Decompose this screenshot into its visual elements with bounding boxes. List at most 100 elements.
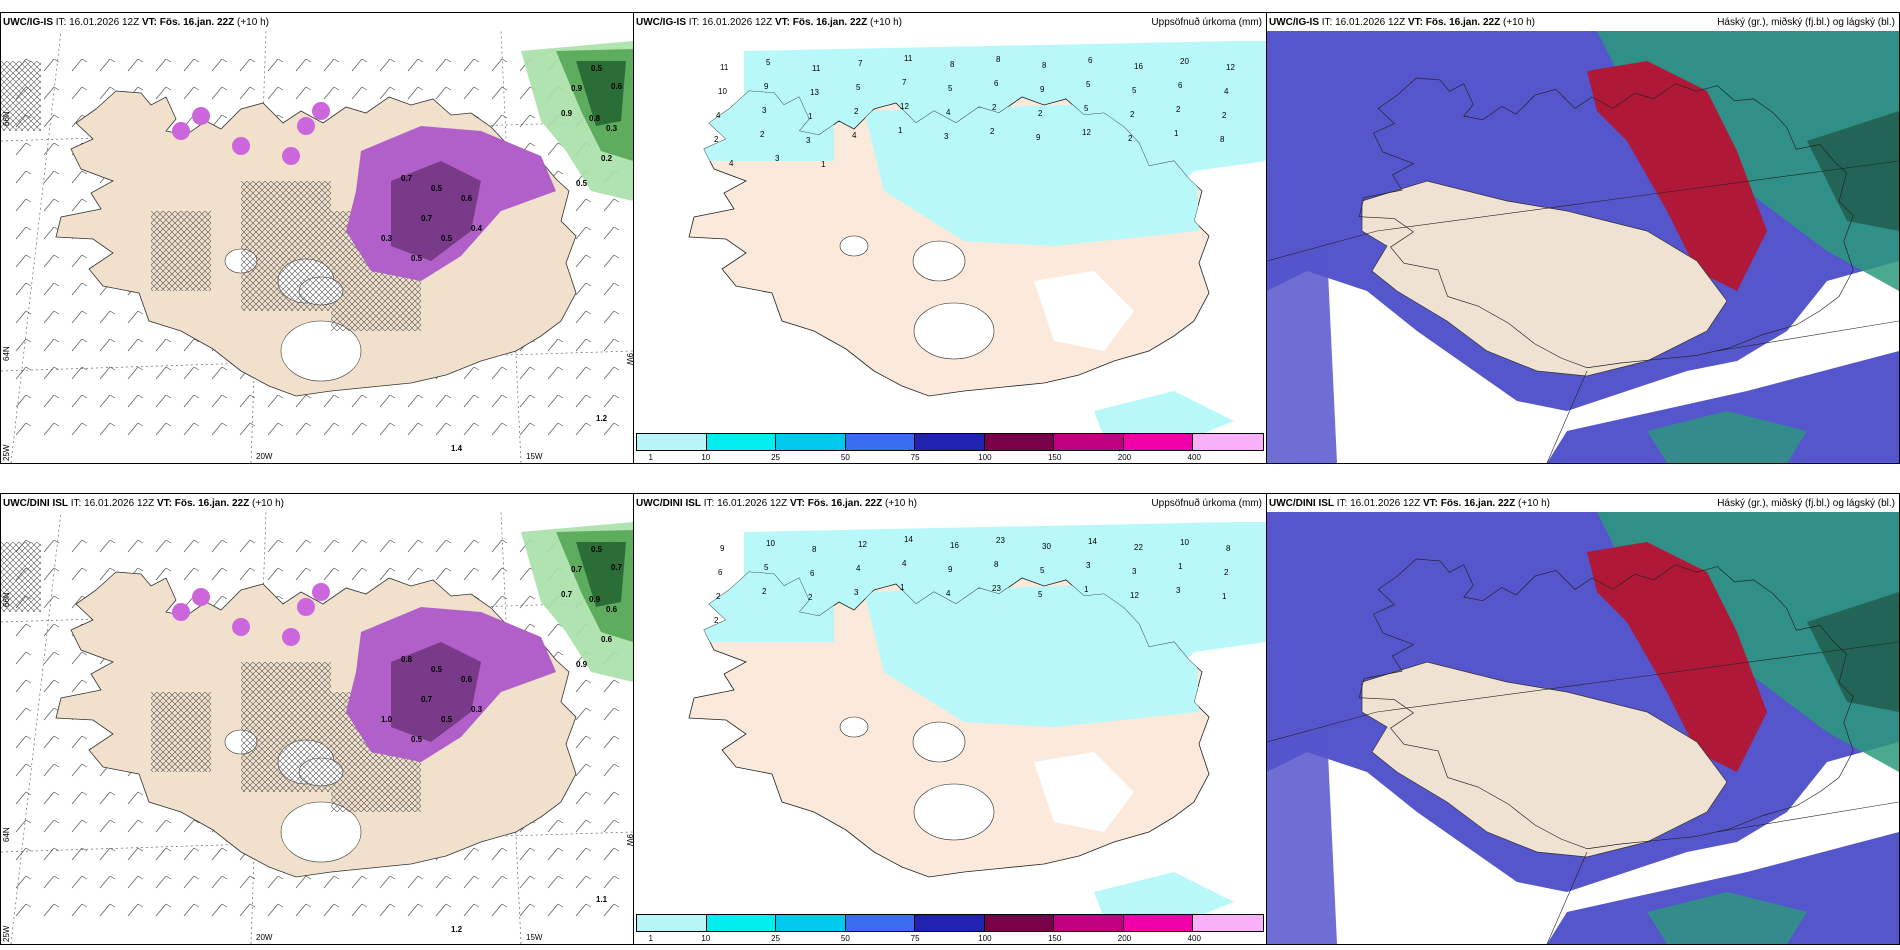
precip-value-label: 23 — [996, 536, 1005, 545]
snow-value-label: 0.6 — [461, 675, 473, 684]
wind-barb — [183, 366, 200, 380]
wind-barb — [295, 539, 312, 553]
precip-value-label: 4 — [716, 111, 721, 120]
snow-value-label: 0.5 — [431, 184, 443, 193]
wind-barb — [15, 763, 32, 777]
wind-barb — [155, 366, 172, 380]
wind-barb — [127, 310, 144, 324]
wind-barb — [71, 819, 88, 833]
wind-barb — [491, 875, 508, 889]
wind-barb — [547, 394, 564, 408]
wind-barb — [267, 875, 284, 889]
cloud-map — [1267, 31, 1899, 463]
wind-barb — [463, 58, 480, 72]
panel-cloud-dini: UWC/DINI ISL IT: 16.01.2026 12Z VT: Fös.… — [1266, 493, 1900, 945]
colorbar-swatch — [706, 915, 777, 931]
wind-barb — [43, 58, 60, 72]
colorbar-tick-label: 10 — [701, 453, 711, 462]
wind-barb — [351, 394, 368, 408]
precip-value-label: 2 — [1176, 105, 1181, 114]
wind-barb — [71, 679, 88, 693]
colorbar-tick-label: 150 — [1047, 934, 1062, 943]
colorbar-tick-label: 1 — [648, 934, 653, 943]
panel-title: Háský (gr.), miðský (fj.bl.) og lágský (… — [1717, 498, 1895, 509]
wind-barb — [99, 338, 116, 352]
precip-value-label: 3 — [944, 132, 949, 141]
snow-value-label: 0.6 — [606, 605, 618, 614]
wind-barb — [71, 310, 88, 324]
colorbar-swatch — [845, 915, 916, 931]
colorbar-tick-label: 400 — [1187, 453, 1201, 462]
wind-barb — [295, 58, 312, 72]
snow-wind-map: 0.5 0.9 0.6 0.8 0.9 0.3 0.2 0.5 0.7 0.5 0.6 0.7 0.5 0… — [1, 31, 633, 463]
snow-value-label: 1.1 — [596, 895, 608, 904]
precip-value-label: 2 — [714, 135, 719, 144]
wind-barb — [463, 422, 480, 436]
wind-barb — [211, 422, 228, 436]
wind-barb — [379, 86, 396, 100]
precip-value-label: 1 — [808, 112, 813, 121]
precip-value-label: 7 — [902, 78, 907, 87]
panel-header: UWC/IG-IS IT: 16.01.2026 12Z VT: Fös. 16… — [636, 17, 902, 28]
colorbar-swatch — [984, 915, 1055, 931]
wind-barb — [603, 903, 620, 917]
colorbar-swatch — [984, 434, 1055, 450]
wind-barb — [575, 254, 592, 268]
wind-barb — [603, 282, 620, 296]
wind-barb — [491, 366, 508, 380]
colorbar-tick-label: 1 — [648, 453, 653, 462]
snow-value-label: 0.5 — [576, 179, 588, 188]
wind-barb — [267, 394, 284, 408]
wind-barb — [491, 847, 508, 861]
wind-barb — [575, 791, 592, 805]
wind-barb — [43, 198, 60, 212]
colorbar-tick-label: 75 — [910, 934, 920, 943]
colorbar-swatch — [1054, 915, 1124, 931]
precip-value-label: 1 — [900, 583, 905, 592]
colorbar-tick-label: 400 — [1187, 934, 1201, 943]
wind-barb — [575, 422, 592, 436]
colorbar-ticks: 1 10 25 50 75 100 150 200 400 — [636, 453, 1264, 463]
snow-value-label: 0.7 — [401, 174, 413, 183]
panel-header: UWC/DINI ISL IT: 16.01.2026 12Z VT: Fös.… — [636, 498, 917, 509]
axis-label-lon15: 15W — [526, 452, 543, 461]
wind-barb — [379, 539, 396, 553]
wind-barb — [155, 539, 172, 553]
precip-value-label: 2 — [1224, 568, 1229, 577]
panel-title: Uppsöfnuð úrkoma (mm) — [1151, 17, 1262, 28]
wind-barb — [463, 86, 480, 100]
axis-label-lat64: 64N — [2, 346, 11, 361]
wind-barb — [155, 422, 172, 436]
wind-barb — [435, 903, 452, 917]
precip-value-label: 4 — [946, 108, 951, 117]
wind-barb — [435, 539, 452, 553]
wind-barb — [575, 903, 592, 917]
wind-barb — [407, 86, 424, 100]
wind-barb — [127, 847, 144, 861]
wind-barb — [491, 539, 508, 553]
snow-value-label: 0.9 — [576, 660, 588, 669]
wind-barb — [71, 567, 88, 581]
panel-header: UWC/IG-IS IT: 16.01.2026 12Z VT: Fös. 16… — [1269, 17, 1535, 28]
axis-label-lon25: 25W — [2, 444, 11, 461]
snow-value-label: 0.6 — [611, 82, 623, 91]
wind-barb — [183, 338, 200, 352]
precip-value-label: 22 — [1134, 543, 1143, 552]
wind-barb — [71, 58, 88, 72]
precip-value-label: 8 — [1220, 135, 1225, 144]
wind-barb — [295, 422, 312, 436]
precip-value-label: 1 — [1174, 129, 1179, 138]
wind-barb — [295, 86, 312, 100]
axis-label-lon9: 9W — [625, 834, 633, 846]
wind-barb — [491, 58, 508, 72]
wind-barb — [407, 903, 424, 917]
wind-barb — [547, 819, 564, 833]
wind-barb — [15, 791, 32, 805]
colorbar-swatch — [845, 434, 916, 450]
colorbar-swatch — [637, 434, 707, 450]
wind-barb — [239, 875, 256, 889]
precip-value-label: 14 — [904, 535, 913, 544]
precip-value-label: 20 — [1180, 57, 1189, 66]
precip-value-label: 16 — [950, 541, 959, 550]
precip-value-label: 5 — [764, 563, 769, 572]
